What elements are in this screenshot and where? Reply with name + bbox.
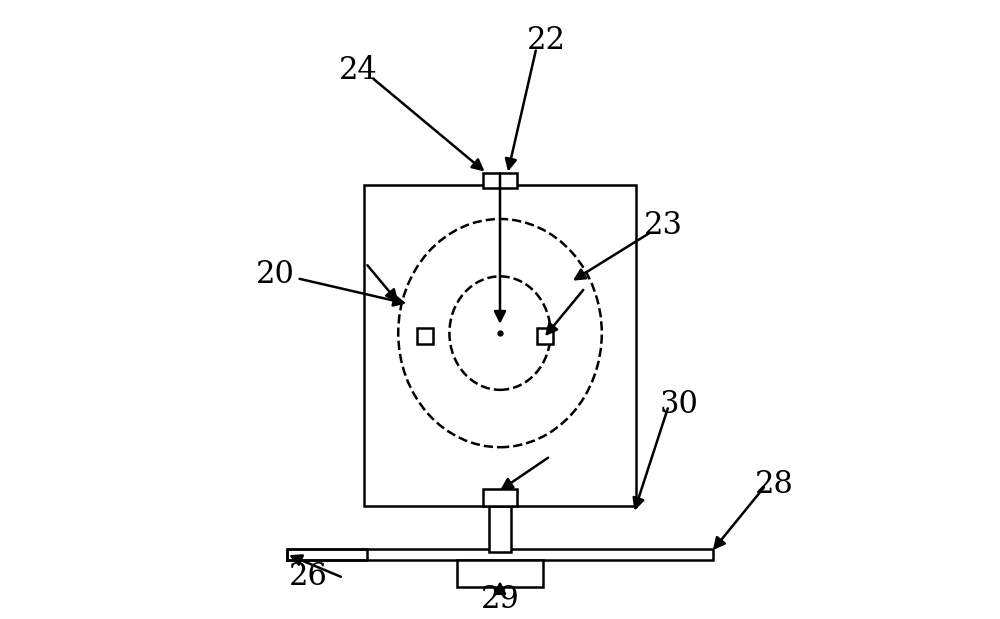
Bar xyxy=(483,488,517,506)
Bar xyxy=(364,185,636,506)
Bar xyxy=(483,173,517,188)
Text: 23: 23 xyxy=(644,210,683,241)
Text: 29: 29 xyxy=(481,584,519,615)
Bar xyxy=(287,549,713,560)
Text: 26: 26 xyxy=(289,561,328,592)
Text: 20: 20 xyxy=(255,259,294,290)
Bar xyxy=(417,328,433,344)
Bar xyxy=(489,506,511,552)
Bar xyxy=(457,560,543,587)
Bar xyxy=(537,328,553,344)
Text: 30: 30 xyxy=(659,389,698,420)
Text: 22: 22 xyxy=(527,25,566,56)
Text: 28: 28 xyxy=(755,469,794,500)
Text: 24: 24 xyxy=(339,56,378,87)
